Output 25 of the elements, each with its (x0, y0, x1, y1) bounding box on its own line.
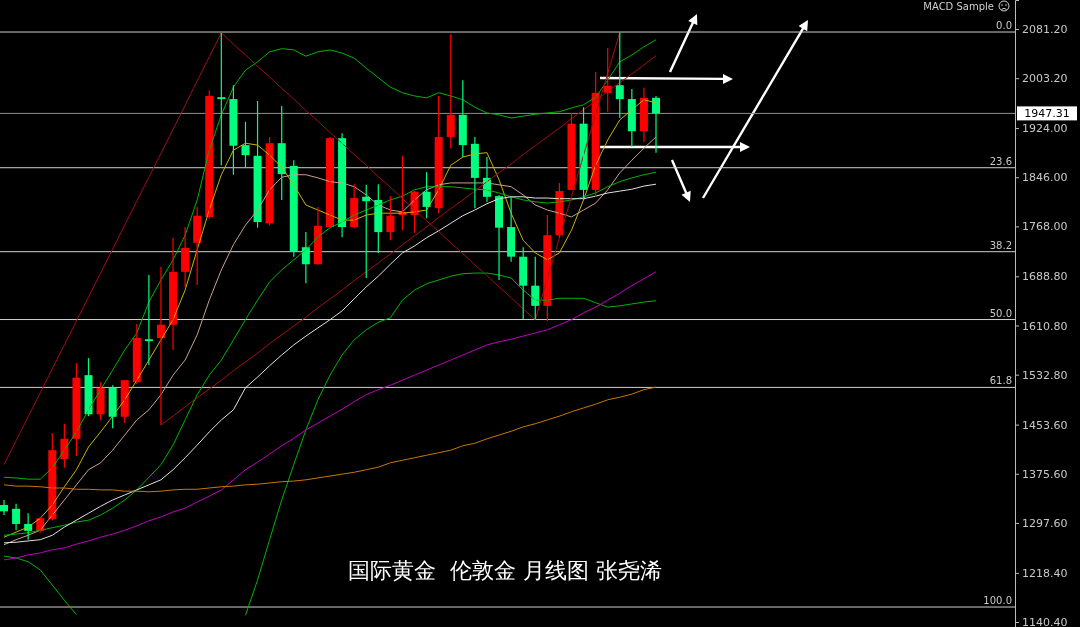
y-tick-label: 1610.80 (1022, 319, 1068, 333)
annotation: 0.0 (996, 20, 1012, 32)
y-tick-label: 1375.60 (1022, 467, 1068, 481)
annotation: 61.8 (989, 375, 1012, 387)
y-tick-label: 2003.20 (1022, 72, 1068, 86)
y-tick-label: 1297.60 (1022, 516, 1068, 530)
annotation: 38.2 (989, 239, 1012, 251)
y-tick-label: 1768.00 (1022, 220, 1068, 234)
line-series (3, 386, 657, 493)
y-tick-label: 1218.40 (1022, 566, 1068, 580)
y-tick-label: 1924.00 (1022, 122, 1068, 136)
text: MACD Sample (923, 1, 994, 12)
y-tick-label: 1846.00 (1022, 171, 1068, 185)
text: 国际黄金 伦敦金 月线图 张尧浠 (348, 558, 662, 583)
annotation: 100.0 (983, 595, 1012, 607)
y-tick-label: 1688.80 (1022, 270, 1068, 284)
y-tick-label: 2081.20 (1022, 23, 1068, 37)
ref-line-label: 1947.31 (1024, 107, 1070, 121)
y-tick-label: 1532.80 (1022, 368, 1068, 382)
line-series (3, 271, 657, 561)
candlestick (217, 32, 226, 166)
annotation: 50.0 (989, 307, 1012, 319)
y-tick-label: 1140.40 (1022, 616, 1068, 627)
y-tick-label: 1453.60 (1022, 418, 1068, 432)
annotation: 23.6 (989, 155, 1012, 167)
